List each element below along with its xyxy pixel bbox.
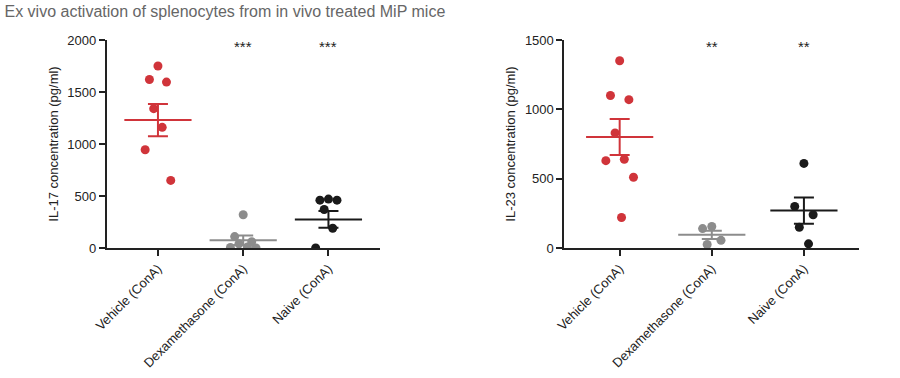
svg-text:Vehicle (ConA): Vehicle (ConA)	[554, 261, 626, 333]
svg-text:IL-23 concentration (pg/ml): IL-23 concentration (pg/ml)	[503, 66, 518, 221]
svg-text:0: 0	[89, 241, 96, 256]
svg-text:500: 500	[532, 171, 554, 186]
svg-text:Naive (ConA): Naive (ConA)	[269, 261, 335, 327]
svg-text:500: 500	[74, 189, 96, 204]
svg-text:1000: 1000	[525, 102, 554, 117]
svg-text:Ex vivo activation of splenocy: Ex vivo activation of splenocytes from i…	[5, 3, 446, 20]
svg-text:1500: 1500	[67, 85, 96, 100]
svg-text:IL-17 concentration (pg/ml): IL-17 concentration (pg/ml)	[46, 66, 61, 221]
svg-text:2000: 2000	[67, 33, 96, 48]
svg-text:Naive (ConA): Naive (ConA)	[745, 261, 811, 327]
svg-text:Dexamethasone (ConA): Dexamethasone (ConA)	[141, 261, 250, 370]
svg-text:***: ***	[319, 38, 337, 55]
svg-text:Vehicle (ConA): Vehicle (ConA)	[93, 261, 165, 333]
svg-text:***: ***	[234, 38, 252, 55]
svg-text:0: 0	[547, 241, 554, 256]
svg-text:**: **	[706, 38, 718, 55]
svg-text:1000: 1000	[67, 137, 96, 152]
svg-text:**: **	[798, 38, 810, 55]
svg-text:Dexamethasone (ConA): Dexamethasone (ConA)	[609, 261, 718, 370]
svg-text:1500: 1500	[525, 33, 554, 48]
